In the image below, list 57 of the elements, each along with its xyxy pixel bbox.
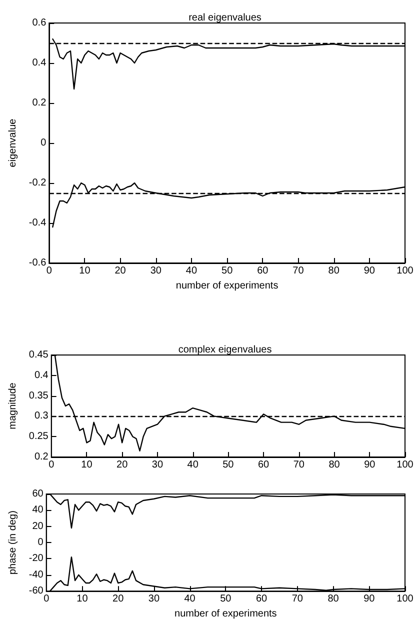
y-tick-label: -0.4 <box>28 218 47 228</box>
y-tick-label: -0.2 <box>28 178 47 188</box>
y-tick-label: 0.4 <box>32 58 47 68</box>
chart-title: real eigenvalues <box>188 12 262 24</box>
x-tick-label: 20 <box>114 266 126 276</box>
y-tick-label: 60 <box>32 488 44 500</box>
x-tick-label: 10 <box>79 266 91 276</box>
y-tick-label: 0.35 <box>28 390 49 402</box>
x-tick-label: 80 <box>328 594 340 605</box>
y-tick-label: 0.2 <box>32 98 47 108</box>
chart-title: complex eigenvalues <box>178 344 272 356</box>
x-tick-label: 100 <box>396 460 414 470</box>
x-tick-label: 60 <box>257 266 269 276</box>
y-tick-label: 0.2 <box>34 452 49 462</box>
x-tick-label: 90 <box>364 460 376 470</box>
y-tick-label: 0.6 <box>32 18 47 28</box>
y-tick-label: 0 <box>40 138 47 148</box>
y-tick-label: -60 <box>28 586 44 597</box>
y-tick-label: 0.3 <box>34 410 49 422</box>
x-tick-label: 40 <box>184 594 196 605</box>
x-tick-label: 70 <box>293 460 305 470</box>
x-tick-label: 90 <box>364 266 376 276</box>
y-tick-label: -20 <box>28 553 44 564</box>
x-tick-label: 60 <box>256 594 268 605</box>
x-tick-label: 80 <box>328 266 340 276</box>
x-tick-label: 90 <box>364 594 376 605</box>
x-tick-label: 40 <box>186 266 198 276</box>
x-tick-label: 100 <box>396 266 414 276</box>
x-tick-label: 50 <box>220 594 232 605</box>
x-tick-label: 100 <box>396 594 414 605</box>
x-tick-label: 10 <box>76 594 88 605</box>
y-axis-title: phase (in deg) <box>8 510 18 575</box>
x-tick-label: 40 <box>187 460 199 470</box>
y-tick-label: 40 <box>32 504 44 516</box>
x-axis-title: number of experiments <box>174 608 277 620</box>
x-tick-label: 30 <box>150 266 162 276</box>
x-tick-label: 50 <box>222 266 234 276</box>
x-tick-label: 30 <box>152 460 164 470</box>
y-tick-label: -0.6 <box>28 258 47 268</box>
y-axis-title: magnitude <box>8 382 18 430</box>
y-tick-label: 20 <box>32 520 44 532</box>
y-tick-label: 0.25 <box>28 431 49 442</box>
x-tick-label: 80 <box>328 460 340 470</box>
x-tick-label: 60 <box>258 460 270 470</box>
y-tick-label: -40 <box>28 569 44 580</box>
x-axis-title: number of experiments <box>176 280 278 292</box>
x-tick-label: 30 <box>148 594 160 605</box>
y-tick-label: 0 <box>38 537 44 548</box>
y-axis-title: eigenvalue <box>8 118 18 168</box>
y-tick-label: 0.4 <box>34 370 49 381</box>
x-tick-label: 20 <box>116 460 128 470</box>
x-tick-label: 50 <box>222 460 234 470</box>
x-tick-label: 20 <box>112 594 124 605</box>
x-tick-label: 10 <box>81 460 93 470</box>
y-tick-label: 0.45 <box>28 350 49 360</box>
x-tick-label: 70 <box>292 266 304 276</box>
x-tick-label: 70 <box>292 594 304 605</box>
